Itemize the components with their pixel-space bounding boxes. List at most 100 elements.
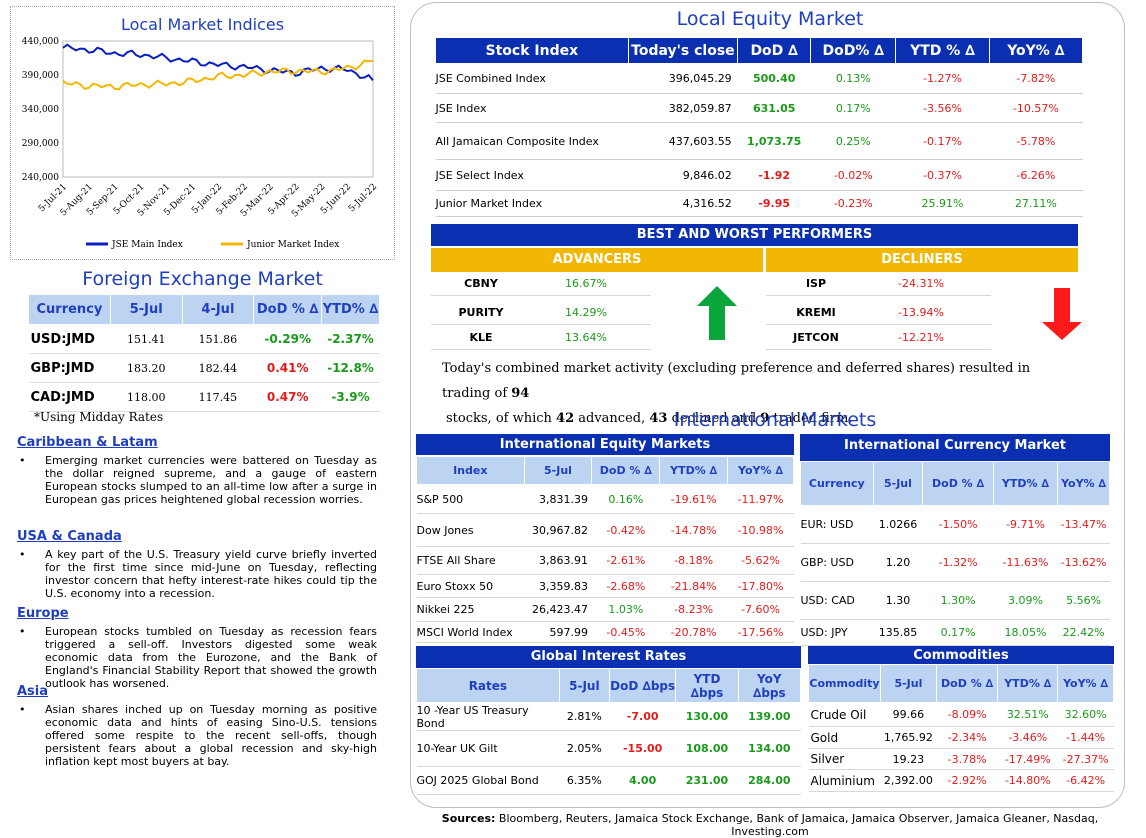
- rate-5jul: 151.41: [110, 324, 183, 354]
- ytd-pct: 3.09%: [993, 581, 1058, 620]
- legend-entry: JSE Main Index: [111, 240, 183, 250]
- plot-area: [62, 40, 374, 178]
- intl-currency-title: International Currency Market: [800, 434, 1110, 466]
- intl-title: International Markets: [673, 409, 877, 431]
- stock-change: -24.31%: [898, 277, 944, 290]
- stock-ticker: ISP: [805, 277, 827, 290]
- rates-table: Rates 5-Jul DoD ∆bps YTD ∆bps YoY ∆bps 10 -Y…: [416, 668, 802, 795]
- dod-value: -1.92: [737, 159, 811, 191]
- commodity-name: Crude Oil: [808, 702, 881, 727]
- bullet-icon: •: [19, 454, 26, 467]
- column-header: 5-Jul: [879, 664, 937, 703]
- news-heading[interactable]: Europe: [17, 606, 69, 621]
- yoy-pct: -6.42%: [1057, 769, 1114, 792]
- chart-title: Local Market Indices: [120, 15, 285, 34]
- dod-pct: -2.34%: [936, 726, 998, 749]
- fx-title: Foreign Exchange Market: [82, 268, 323, 290]
- ytd-pct: -8.18%: [659, 546, 728, 575]
- commodity-price: 2,392.00: [880, 769, 937, 792]
- index-value: 597.99: [524, 621, 592, 643]
- column-header: YTD % ∆: [895, 37, 990, 64]
- dod-bps: -7.00: [609, 702, 676, 731]
- currency-pair: USD: CAD: [800, 581, 874, 620]
- bullet-icon: •: [19, 703, 26, 716]
- column-header: Today's close: [627, 37, 739, 64]
- index-name: JSE Index: [435, 93, 629, 123]
- ytd-pct: 25.91%: [895, 190, 990, 217]
- series-line-0: [62, 43, 374, 82]
- news-heading[interactable]: Caribbean & Latam: [17, 435, 158, 450]
- ytd-pct: -0.37%: [895, 159, 990, 191]
- dod-pct: 0.13%: [810, 63, 896, 94]
- bullet-icon: •: [19, 625, 26, 638]
- commodity-name: Aluminium: [808, 769, 881, 792]
- market-summary: Today's combined market activity (exclud…: [442, 361, 1031, 426]
- x-tick-label: 5-Jul-22: [347, 182, 379, 214]
- dod-pct: 0.17%: [810, 93, 896, 123]
- yoy-pct: -27.37%: [1057, 748, 1114, 770]
- decliners-header: DECLINERS: [766, 248, 1078, 272]
- column-header: YTD% ∆: [321, 294, 380, 325]
- index-name: Nikkei 225: [416, 597, 525, 622]
- rate-4jul: 182.44: [182, 353, 254, 383]
- dod-value: -9.95: [737, 190, 811, 217]
- rates-title: Global Interest Rates: [416, 646, 801, 668]
- stock-change: -13.94%: [898, 306, 944, 319]
- dod-value: 631.05: [737, 93, 811, 123]
- rate-value: 1.30: [873, 581, 923, 620]
- column-header: YTD% ∆: [659, 456, 729, 485]
- rate-name: GOJ 2025 Global Bond: [416, 766, 560, 795]
- index-name: Junior Market Index: [435, 190, 629, 217]
- column-header: Rates: [416, 668, 560, 703]
- performer-row: PURITY 14.29%: [431, 303, 651, 325]
- index-value: 30,967.82: [524, 513, 592, 547]
- dod-pct: -3.78%: [936, 748, 998, 770]
- column-header: Currency: [28, 294, 111, 325]
- yoy-pct: -13.47%: [1057, 505, 1110, 544]
- table-row: GOJ 2025 Global Bond 6.35% 4.00 231.00 284.0…: [416, 766, 801, 795]
- down-arrow-icon: [1042, 288, 1082, 340]
- dod-pct: -8.09%: [936, 702, 998, 727]
- rate-name: 10-Year UK Gilt: [416, 730, 560, 767]
- column-header: DoD ∆bps: [608, 668, 677, 703]
- index-value: 26,423.47: [524, 597, 592, 622]
- up-arrow-icon: [697, 286, 737, 340]
- performer-row: KLE 13.64%: [431, 328, 651, 350]
- y-tick-label: 440,000: [22, 37, 59, 47]
- table-row: JSE Select Index 9,846.02 -1.92 -0.02% -0.37…: [435, 159, 1083, 191]
- stock-ticker: KLE: [469, 331, 493, 344]
- ytd-change: -12.8%: [321, 353, 380, 383]
- equity-table: Stock Index Today's close DoD ∆ DoD% ∆ YTD %…: [435, 37, 1084, 217]
- table-row: Aluminium 2,392.00 -2.92% -14.80% -6.42%: [808, 769, 1114, 792]
- news-heading[interactable]: USA & Canada: [17, 529, 122, 544]
- dod-value: 500.40: [737, 63, 811, 94]
- right-panel: [410, 2, 1125, 808]
- column-header: Stock Index: [435, 37, 629, 64]
- y-tick-label: 240,000: [22, 173, 59, 183]
- performer-row: CBNY 16.67%: [431, 274, 651, 296]
- stock-change: 13.64%: [565, 331, 607, 344]
- column-header: DoD ∆: [737, 37, 812, 64]
- column-header: 5-Jul: [109, 294, 183, 325]
- news-paragraph: Emerging market currencies were battered…: [45, 454, 377, 506]
- news-heading[interactable]: Asia: [17, 684, 49, 699]
- ytd-pct: -14.80%: [997, 769, 1058, 792]
- news-paragraph: Asian shares inched up on Tuesday mornin…: [45, 703, 377, 768]
- yoy-pct: -17.80%: [727, 574, 794, 598]
- commodity-price: 19.23: [880, 748, 937, 770]
- news-text: • European stocks tumbled on Tuesday as r…: [17, 625, 377, 690]
- close-value: 396,045.29: [628, 63, 738, 94]
- commodities-title: Commodities: [808, 646, 1114, 666]
- dod-bps: 4.00: [609, 766, 676, 795]
- ytd-change: -2.37%: [321, 324, 380, 354]
- intl-equity-table: Index 5-Jul DoD % ∆ YTD% ∆ YoY% ∆ S&P 500 3,8…: [416, 456, 794, 643]
- yoy-bps: 139.00: [738, 702, 801, 731]
- table-row: MSCI World Index 597.99 -0.45% -20.78% -17.5…: [416, 621, 794, 643]
- column-header: DoD % ∆: [922, 461, 994, 506]
- commodity-name: Silver: [808, 748, 881, 770]
- currency-pair: GBP: USD: [800, 543, 874, 582]
- dod-pct: -0.02%: [810, 159, 896, 191]
- column-header: YoY% ∆: [1057, 664, 1114, 703]
- ytd-pct: 32.51%: [997, 702, 1058, 727]
- legend-entry: Junior Market Index: [246, 240, 339, 250]
